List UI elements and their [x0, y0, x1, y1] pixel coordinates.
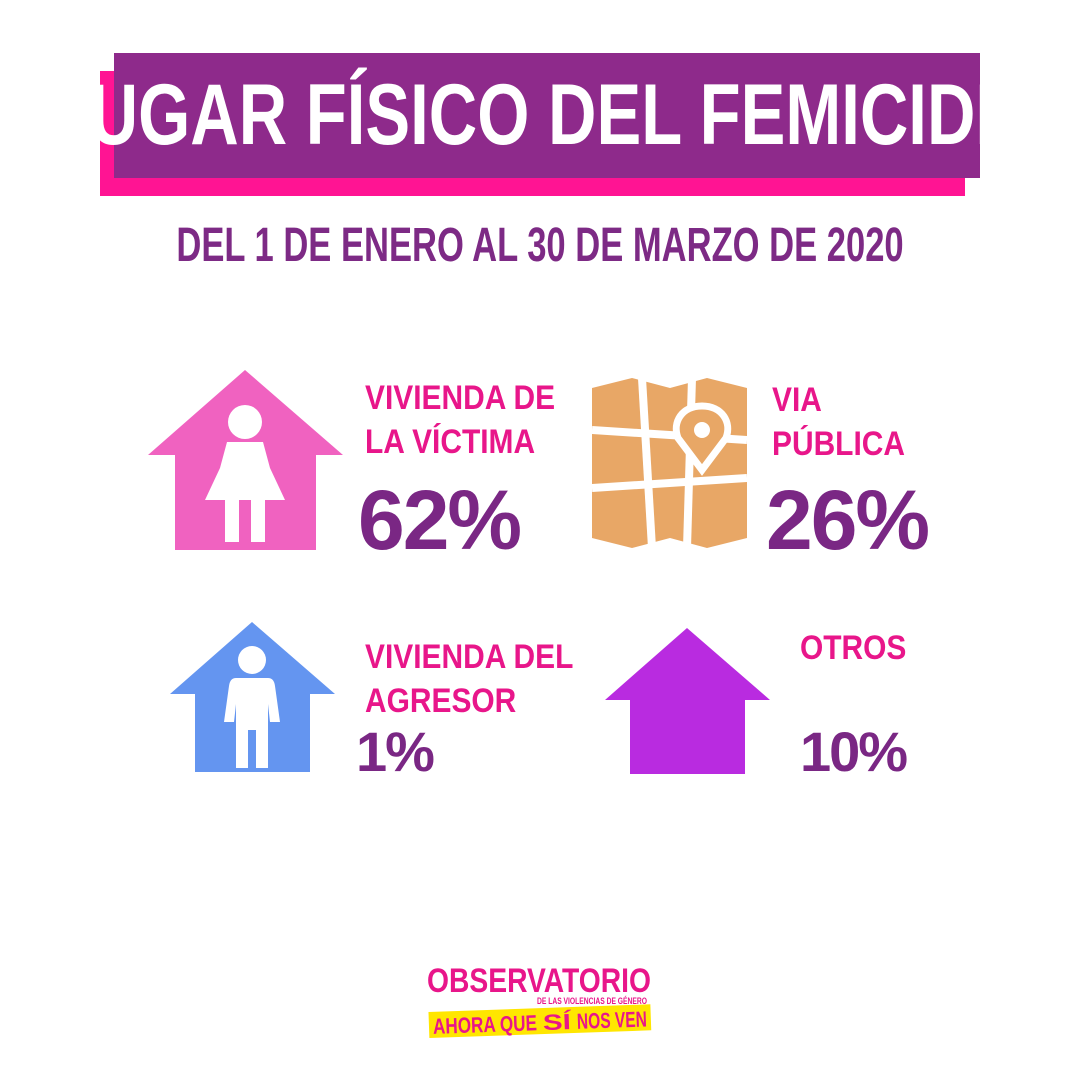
page-title: LUGAR FÍSICO DEL FEMICIDIO — [48, 67, 1046, 163]
map-pin-icon — [592, 378, 747, 548]
logo-slogan-b: SÍ — [542, 1009, 572, 1035]
label-line-1: VIVIENDA DEL — [365, 638, 574, 676]
label-line-1: VIVIENDA DE — [365, 379, 556, 417]
logo-word: OBSERVATORIO — [427, 962, 651, 1000]
house-woman-icon — [148, 370, 343, 550]
label-line-1: OTROS — [800, 629, 907, 667]
label-line-2: AGRESOR — [365, 682, 517, 720]
label-vivienda-agresor: VIVIENDA DEL AGRESOR — [365, 635, 602, 723]
title-box: LUGAR FÍSICO DEL FEMICIDIO — [48, 53, 1046, 178]
title-banner: LUGAR FÍSICO DEL FEMICIDIO — [48, 53, 1046, 198]
label-otros: OTROS — [800, 626, 921, 670]
label-line-2: PÚBLICA — [772, 425, 905, 463]
logo-slogan-c: NOS VEN — [576, 1006, 647, 1033]
house-icon — [605, 628, 770, 774]
percent-otros: 10% — [800, 720, 908, 783]
label-line-1: VIA — [772, 381, 822, 419]
observatorio-logo: OBSERVATORIO DE LAS VIOLENCIAS DE GÉNERO… — [427, 962, 652, 1039]
date-range-text: DEL 1 DE ENERO AL 30 DE MARZO DE 2020 — [176, 219, 904, 272]
label-line-2: LA VÍCTIMA — [365, 423, 536, 461]
date-range-subtitle: DEL 1 DE ENERO AL 30 DE MARZO DE 2020 — [0, 218, 1080, 273]
label-via-publica: VIA PÚBLICA — [772, 378, 923, 466]
house-man-icon — [170, 622, 335, 772]
percent-vivienda-agresor: 1% — [356, 720, 435, 783]
label-vivienda-victima: VIVIENDA DE LA VÍCTIMA — [365, 376, 581, 464]
percent-via-publica: 26% — [766, 473, 930, 567]
logo-tagline: DE LAS VIOLENCIAS DE GÉNERO — [537, 996, 647, 1006]
percent-vivienda-victima: 62% — [358, 473, 522, 567]
logo-slogan-a: AHORA QUE — [433, 1010, 538, 1039]
